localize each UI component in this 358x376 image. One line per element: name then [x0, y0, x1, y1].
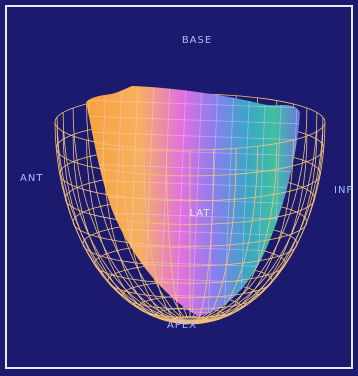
- label-inf: INF: [334, 185, 353, 196]
- label-ant: ANT: [20, 173, 43, 184]
- label-base: BASE: [182, 35, 212, 46]
- label-apex: APEX: [167, 320, 197, 331]
- label-lat: LAT: [190, 208, 211, 219]
- page: BASE ANT INF LAT APEX (() => { const dat…: [0, 0, 358, 376]
- heart-view: BASE ANT INF LAT APEX: [0, 0, 358, 376]
